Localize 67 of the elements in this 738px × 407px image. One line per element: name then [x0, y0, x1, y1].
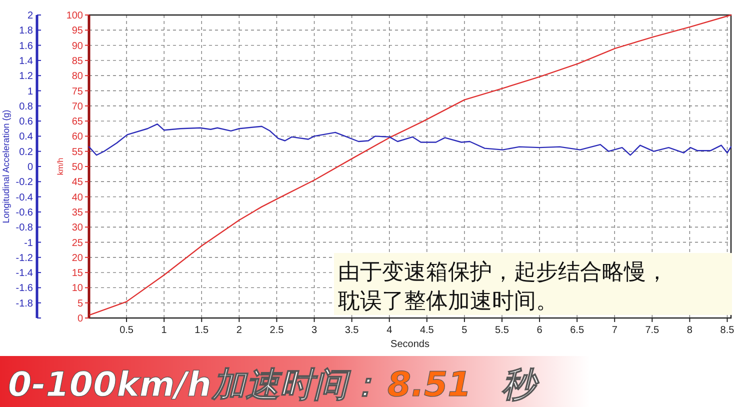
y2-tick-label: 0.6: [19, 116, 34, 128]
text: 8.51: [387, 365, 472, 405]
y-tick-label: 40: [72, 192, 84, 204]
x-tick-label: 3: [311, 325, 318, 336]
x-tick-label: 4: [386, 325, 393, 336]
y-tick-label: 95: [72, 26, 84, 37]
y-tick-label: 80: [72, 71, 84, 82]
y-tick-label: 5: [77, 298, 84, 310]
x-tick-label: 3.5: [344, 325, 360, 336]
y2-tick-label: -1.6: [16, 283, 34, 294]
x-tick-label: 6: [536, 325, 543, 336]
y2-tick-label: 1: [27, 86, 34, 98]
x-tick-label: 1.5: [194, 325, 210, 336]
y-tick-label: 70: [72, 101, 84, 112]
y-tick-label: 75: [72, 86, 84, 98]
y-tick-label: 20: [72, 252, 84, 264]
x-tick-label: 0.5: [120, 325, 134, 336]
y-axis-title: km/h: [56, 158, 65, 176]
y-tick-label: 100: [66, 10, 84, 22]
y2-tick-label: -1.4: [16, 268, 34, 280]
x-tick-label: 4.5: [420, 325, 434, 336]
x-tick-label: 8.5: [720, 325, 735, 336]
y-tick-label: 30: [72, 222, 84, 234]
y2-axis-title: Longitudinal Acceleration (g): [1, 110, 11, 224]
y2-tick-label: 0: [27, 162, 34, 173]
y-tick-label: 25: [72, 238, 84, 249]
x-tick-label: 8: [686, 325, 693, 336]
y2-tick-label: -1.2: [16, 252, 34, 264]
y2-tick-label: 0.8: [19, 101, 34, 112]
y-tick-label: 15: [72, 268, 84, 280]
y-tick-label: 90: [72, 40, 84, 52]
y-tick-label: 55: [72, 146, 84, 158]
y2-tick-label: 0.4: [19, 132, 34, 143]
y2-tick-label: 1.2: [19, 71, 34, 82]
x-tick-label: 2.5: [270, 325, 284, 336]
y2-tick-label: 0.2: [19, 146, 34, 158]
y-tick-label: 65: [72, 116, 84, 128]
y-tick-label: 10: [72, 283, 84, 294]
y2-tick-label: 1.6: [19, 40, 34, 52]
x-tick-label: 5: [462, 325, 468, 336]
y-tick-label: 45: [72, 177, 84, 188]
y2-tick-label: 1.8: [19, 26, 34, 37]
y2-tick-label: 1.4: [19, 56, 34, 67]
y-tick-label: 60: [72, 132, 84, 143]
y-tick-label: 85: [72, 56, 84, 67]
text: 0-100km/h加速时间：: [8, 365, 382, 405]
line-series: [88, 123, 732, 156]
text: 秒: [501, 365, 540, 405]
y2-tick-label: -0.8: [16, 222, 34, 234]
x-tick-label: 2: [236, 325, 242, 336]
annotation: 耽误了整体加速时间。: [338, 289, 558, 314]
y2-tick-label: -0.2: [16, 177, 34, 188]
y-tick-label: 35: [72, 207, 84, 218]
x-axis-title: Seconds: [390, 339, 430, 350]
y2-tick-label: -1.8: [16, 298, 34, 310]
x-tick-label: 5.5: [495, 325, 510, 336]
y2-tick-label: -0.6: [16, 207, 34, 218]
annotation: 由于变速箱保护，起步结合略慢，: [338, 260, 668, 285]
x-tick-label: 1: [161, 325, 168, 336]
y-tick-label: 50: [72, 162, 84, 173]
x-tick-label: 7: [612, 325, 618, 336]
x-tick-label: 6.5: [570, 325, 584, 336]
y2-tick-label: 2: [27, 10, 34, 22]
x-tick-label: 7.5: [645, 325, 660, 336]
y-tick-label: 0: [77, 314, 84, 324]
y2-tick-label: -0.4: [16, 192, 34, 204]
y2-tick-label: -1: [24, 238, 34, 249]
